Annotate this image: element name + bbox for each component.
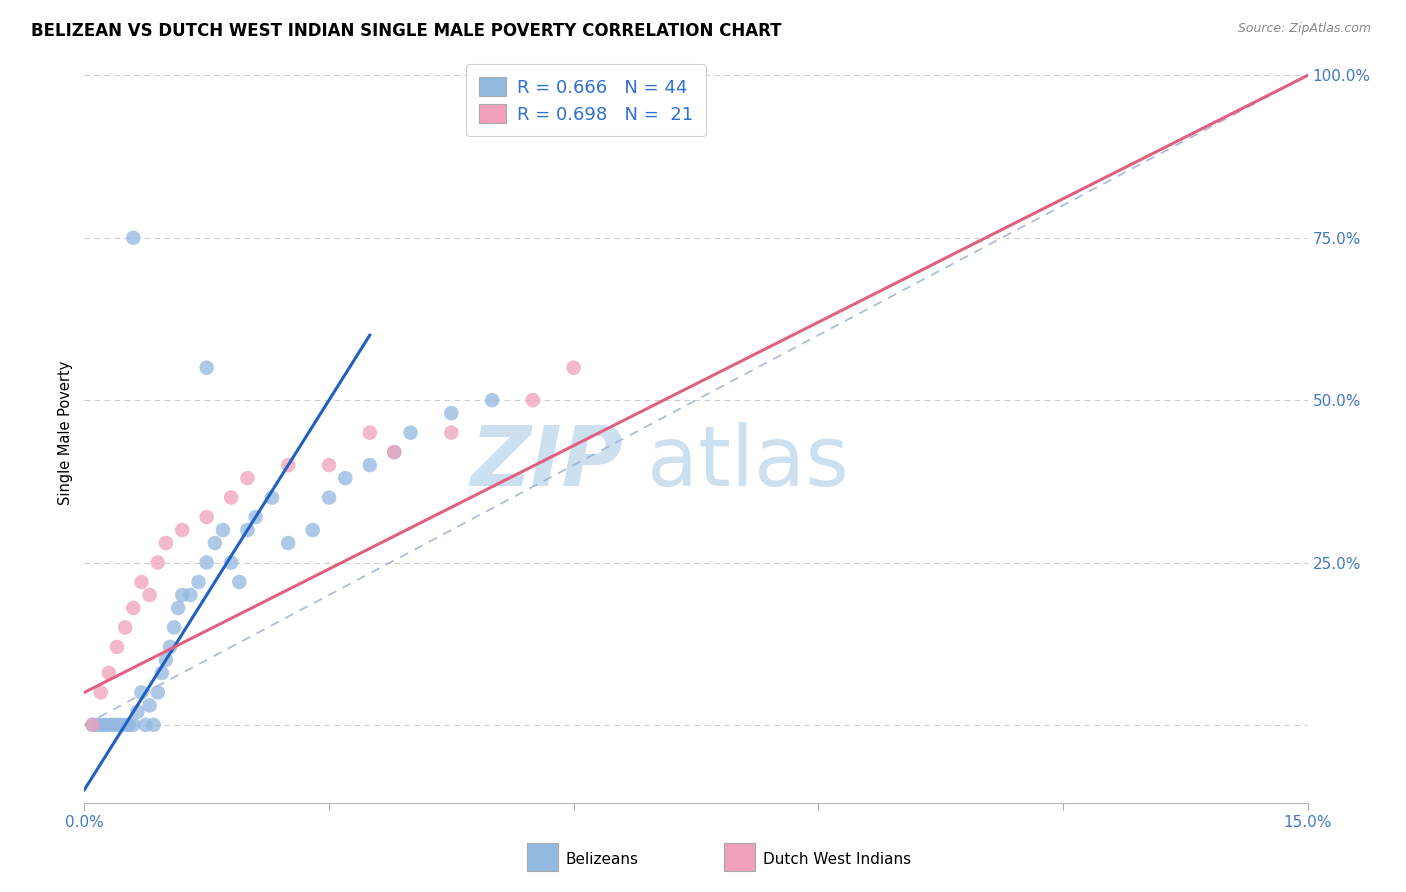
Point <box>90 685 112 699</box>
Point <box>82 718 104 732</box>
Point <box>172 588 194 602</box>
Point <box>195 360 218 375</box>
Point <box>101 718 124 732</box>
Point <box>146 556 169 570</box>
Point <box>105 718 128 732</box>
Point <box>277 536 299 550</box>
Point <box>138 698 160 713</box>
Point <box>440 425 463 440</box>
Point <box>118 718 141 732</box>
Text: Belizeans: Belizeans <box>565 853 638 867</box>
Point <box>245 510 267 524</box>
Point <box>114 620 136 634</box>
Point <box>204 536 226 550</box>
Text: ZIP: ZIP <box>470 422 623 503</box>
Point <box>122 601 145 615</box>
Point <box>335 471 357 485</box>
Point <box>277 458 299 472</box>
Point <box>522 393 544 408</box>
Point <box>562 360 585 375</box>
Point <box>318 491 340 505</box>
Point <box>219 556 242 570</box>
Point <box>236 471 259 485</box>
Point <box>97 718 120 732</box>
Point <box>127 705 149 719</box>
Point <box>142 718 165 732</box>
Point <box>105 640 128 654</box>
Point <box>301 523 323 537</box>
Legend: R = 0.666   N = 44, R = 0.698   N =  21: R = 0.666 N = 44, R = 0.698 N = 21 <box>467 64 706 136</box>
Point <box>122 231 145 245</box>
Point <box>167 601 190 615</box>
Point <box>260 491 283 505</box>
Text: Source: ZipAtlas.com: Source: ZipAtlas.com <box>1237 22 1371 36</box>
Point <box>150 665 173 680</box>
Point <box>228 574 250 589</box>
Text: Dutch West Indians: Dutch West Indians <box>763 853 911 867</box>
Point <box>440 406 463 420</box>
Point <box>179 588 201 602</box>
Point <box>93 718 115 732</box>
Point <box>195 556 218 570</box>
Point <box>159 640 181 654</box>
Point <box>90 718 112 732</box>
Point <box>195 510 218 524</box>
Point <box>155 536 177 550</box>
Point <box>122 718 145 732</box>
Point <box>163 620 186 634</box>
Point <box>82 718 104 732</box>
Point <box>219 491 242 505</box>
Point <box>359 425 381 440</box>
Point <box>155 653 177 667</box>
Point <box>172 523 194 537</box>
Point <box>382 445 405 459</box>
Point <box>138 588 160 602</box>
Point <box>187 574 209 589</box>
Point <box>146 685 169 699</box>
Text: BELIZEAN VS DUTCH WEST INDIAN SINGLE MALE POVERTY CORRELATION CHART: BELIZEAN VS DUTCH WEST INDIAN SINGLE MAL… <box>31 22 782 40</box>
Point <box>135 718 157 732</box>
Point <box>86 718 108 732</box>
Y-axis label: Single Male Poverty: Single Male Poverty <box>58 360 73 505</box>
Point <box>131 574 153 589</box>
Text: atlas: atlas <box>647 422 849 503</box>
Point <box>114 718 136 732</box>
Point <box>399 425 422 440</box>
Point <box>481 393 503 408</box>
Point <box>212 523 235 537</box>
Point <box>97 665 120 680</box>
Point <box>131 685 153 699</box>
Point <box>236 523 259 537</box>
Point <box>318 458 340 472</box>
Point <box>110 718 132 732</box>
Point <box>359 458 381 472</box>
Point <box>382 445 405 459</box>
